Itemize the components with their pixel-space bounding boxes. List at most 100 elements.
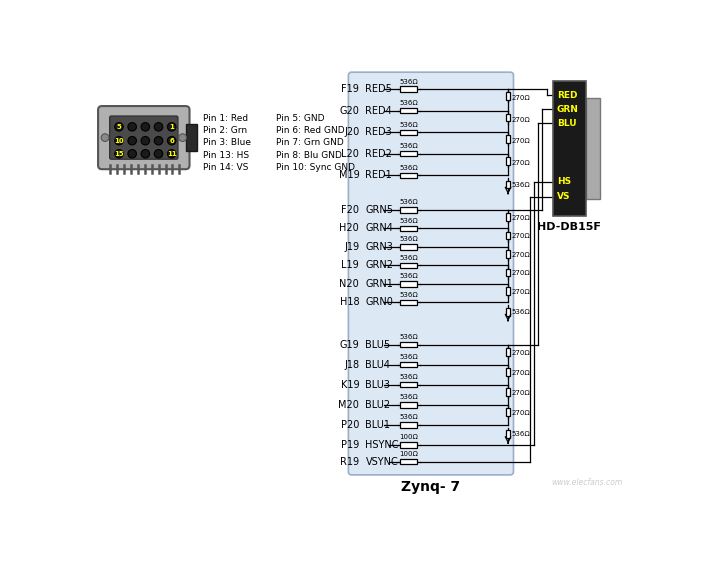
Circle shape <box>168 150 176 158</box>
Text: Pin 13: HS: Pin 13: HS <box>203 151 249 160</box>
Text: 536Ω: 536Ω <box>399 394 418 400</box>
Text: 270Ω: 270Ω <box>511 410 530 416</box>
FancyBboxPatch shape <box>348 72 513 475</box>
Text: J18: J18 <box>344 360 359 370</box>
Text: RED5: RED5 <box>365 84 392 94</box>
Bar <box>505 269 510 276</box>
Bar <box>505 368 510 376</box>
Text: N20: N20 <box>339 279 359 289</box>
Text: 270Ω: 270Ω <box>511 160 530 166</box>
Circle shape <box>154 123 163 131</box>
Bar <box>505 181 510 189</box>
Text: 270Ω: 270Ω <box>511 117 530 123</box>
Bar <box>505 157 510 164</box>
Bar <box>505 287 510 294</box>
Text: Pin 3: Blue: Pin 3: Blue <box>203 138 251 148</box>
Bar <box>505 388 510 396</box>
Text: GRN4: GRN4 <box>365 224 394 234</box>
Text: 536Ω: 536Ω <box>399 414 418 420</box>
Bar <box>505 231 510 239</box>
Text: 270Ω: 270Ω <box>511 370 530 376</box>
Bar <box>401 173 417 178</box>
Text: 270Ω: 270Ω <box>511 350 530 356</box>
Text: J19: J19 <box>344 242 359 252</box>
Bar <box>505 92 510 100</box>
Text: GRN2: GRN2 <box>365 261 394 270</box>
Text: H20: H20 <box>339 224 359 234</box>
Bar <box>401 263 417 268</box>
Text: 270Ω: 270Ω <box>511 215 530 221</box>
Circle shape <box>141 123 150 131</box>
Text: Pin 8: Blu GND: Pin 8: Blu GND <box>275 151 341 160</box>
Text: RED4: RED4 <box>365 106 392 115</box>
Text: 10: 10 <box>114 138 124 144</box>
Text: G20: G20 <box>339 106 359 115</box>
Text: 536Ω: 536Ω <box>399 199 418 205</box>
Bar <box>505 408 510 415</box>
Circle shape <box>141 136 150 145</box>
Text: Pin 6: Red GND: Pin 6: Red GND <box>275 126 344 135</box>
Text: BLU1: BLU1 <box>365 420 391 430</box>
Text: RED1: RED1 <box>365 171 392 180</box>
Text: BLU4: BLU4 <box>365 360 391 370</box>
Bar <box>401 207 417 213</box>
Circle shape <box>179 134 187 141</box>
Text: K19: K19 <box>341 380 359 390</box>
Text: H18: H18 <box>339 297 359 307</box>
Bar <box>401 300 417 305</box>
Text: F19: F19 <box>341 84 359 94</box>
Circle shape <box>101 134 109 141</box>
Text: 1: 1 <box>169 124 174 130</box>
Bar <box>186 124 196 151</box>
Text: 536Ω: 536Ω <box>399 100 418 106</box>
Circle shape <box>128 136 137 145</box>
Bar <box>586 99 600 199</box>
Bar <box>505 250 510 258</box>
Text: F20: F20 <box>341 205 359 215</box>
Text: GRN5: GRN5 <box>365 205 394 215</box>
Text: 270Ω: 270Ω <box>511 252 530 258</box>
Text: BLU: BLU <box>557 118 577 127</box>
Circle shape <box>168 123 176 131</box>
Text: RED2: RED2 <box>365 149 392 159</box>
Text: BLU5: BLU5 <box>365 339 391 350</box>
Circle shape <box>128 150 137 158</box>
Text: P20: P20 <box>341 420 359 430</box>
Text: 536Ω: 536Ω <box>399 143 418 149</box>
Bar <box>401 151 417 157</box>
Circle shape <box>115 150 123 158</box>
Text: GRN0: GRN0 <box>365 297 394 307</box>
Text: 270Ω: 270Ω <box>511 233 530 239</box>
Circle shape <box>128 123 137 131</box>
Text: L19: L19 <box>341 261 359 270</box>
Bar <box>505 213 510 221</box>
Bar <box>401 402 417 408</box>
Text: 536Ω: 536Ω <box>399 374 418 380</box>
Text: 536Ω: 536Ω <box>399 236 418 242</box>
Bar <box>505 348 510 356</box>
Bar <box>401 342 417 347</box>
Text: 270Ω: 270Ω <box>511 270 530 276</box>
Text: VSYNC: VSYNC <box>365 457 398 467</box>
Text: Pin 2: Grn: Pin 2: Grn <box>203 126 247 135</box>
Bar <box>401 226 417 231</box>
Circle shape <box>154 136 163 145</box>
Bar <box>401 87 417 92</box>
Text: 15: 15 <box>114 151 124 157</box>
Text: 536Ω: 536Ω <box>511 309 530 315</box>
Text: www.elecfans.com: www.elecfans.com <box>551 478 623 487</box>
Text: Pin 7: Grn GND: Pin 7: Grn GND <box>275 138 344 148</box>
Bar <box>505 114 510 122</box>
Text: BLU3: BLU3 <box>365 380 391 390</box>
Circle shape <box>141 150 150 158</box>
Text: 5: 5 <box>117 124 121 130</box>
Bar <box>401 442 417 448</box>
FancyBboxPatch shape <box>110 116 178 159</box>
Text: RED: RED <box>557 91 577 100</box>
Bar <box>505 430 510 438</box>
Bar <box>401 459 417 464</box>
Text: 536Ω: 536Ω <box>399 122 418 128</box>
Text: VS: VS <box>557 193 570 202</box>
Text: HS: HS <box>557 177 571 186</box>
Bar <box>401 362 417 368</box>
